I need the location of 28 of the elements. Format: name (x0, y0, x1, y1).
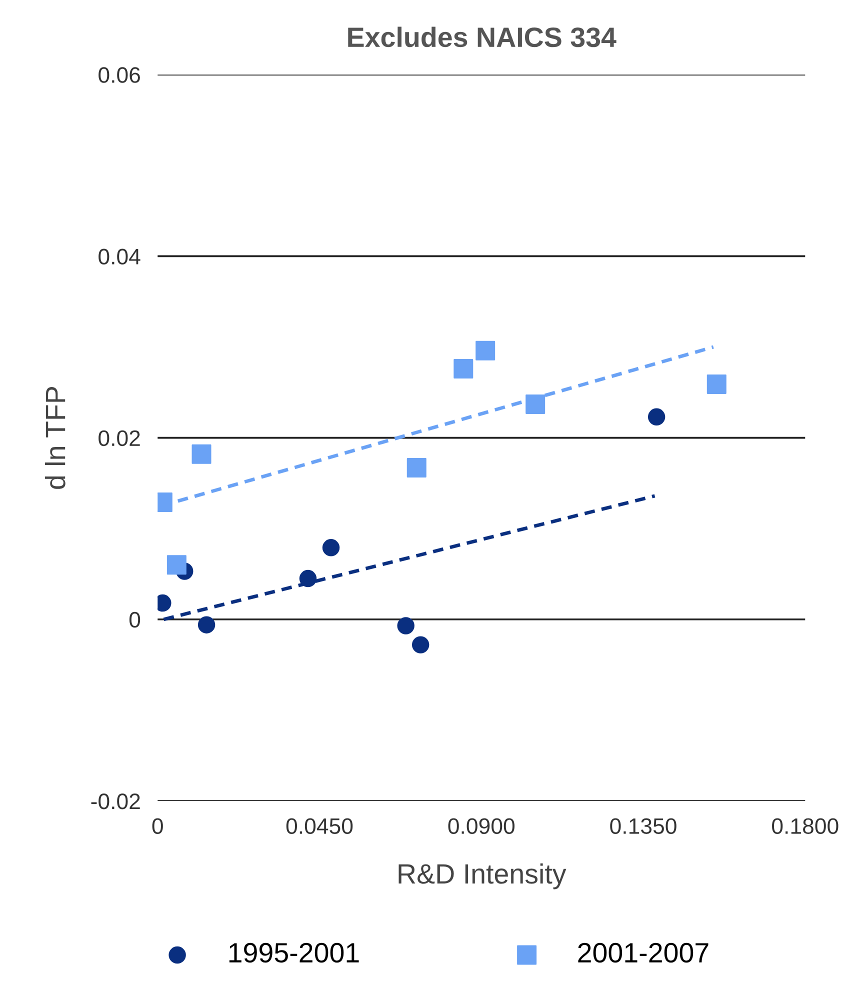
x-tick-label: 0.1800 (772, 818, 838, 834)
x-axis-title: R&D Intensity (398, 863, 566, 890)
y-tick-label: 0.06 (98, 67, 140, 83)
point (192, 444, 212, 464)
point (397, 617, 414, 634)
point (476, 340, 496, 360)
legend-label: 2001-2007 (578, 942, 708, 963)
y-tick-label: 0 (129, 612, 140, 628)
point (198, 616, 216, 634)
point (454, 359, 474, 379)
point (322, 539, 340, 556)
chart-title: Excludes NAICS 334 (348, 26, 616, 48)
point (526, 394, 546, 414)
point (406, 458, 426, 478)
x-tick-label: 0 (152, 818, 163, 834)
point (706, 374, 726, 394)
y-tick-label: -0.02 (91, 794, 140, 810)
point (412, 636, 430, 654)
y-tick-label: 0.02 (98, 430, 140, 446)
legend-label: 1995-2001 (229, 942, 359, 963)
x-tick-label: 0.1350 (610, 818, 676, 834)
point (648, 408, 666, 426)
x-tick-label: 0.0900 (448, 818, 514, 834)
y-tick-label: 0.04 (98, 248, 140, 264)
x-tick-label: 0.0450 (286, 818, 353, 834)
point (299, 570, 317, 588)
point (166, 555, 186, 575)
y-axis-title: d ln TFP (44, 387, 66, 489)
